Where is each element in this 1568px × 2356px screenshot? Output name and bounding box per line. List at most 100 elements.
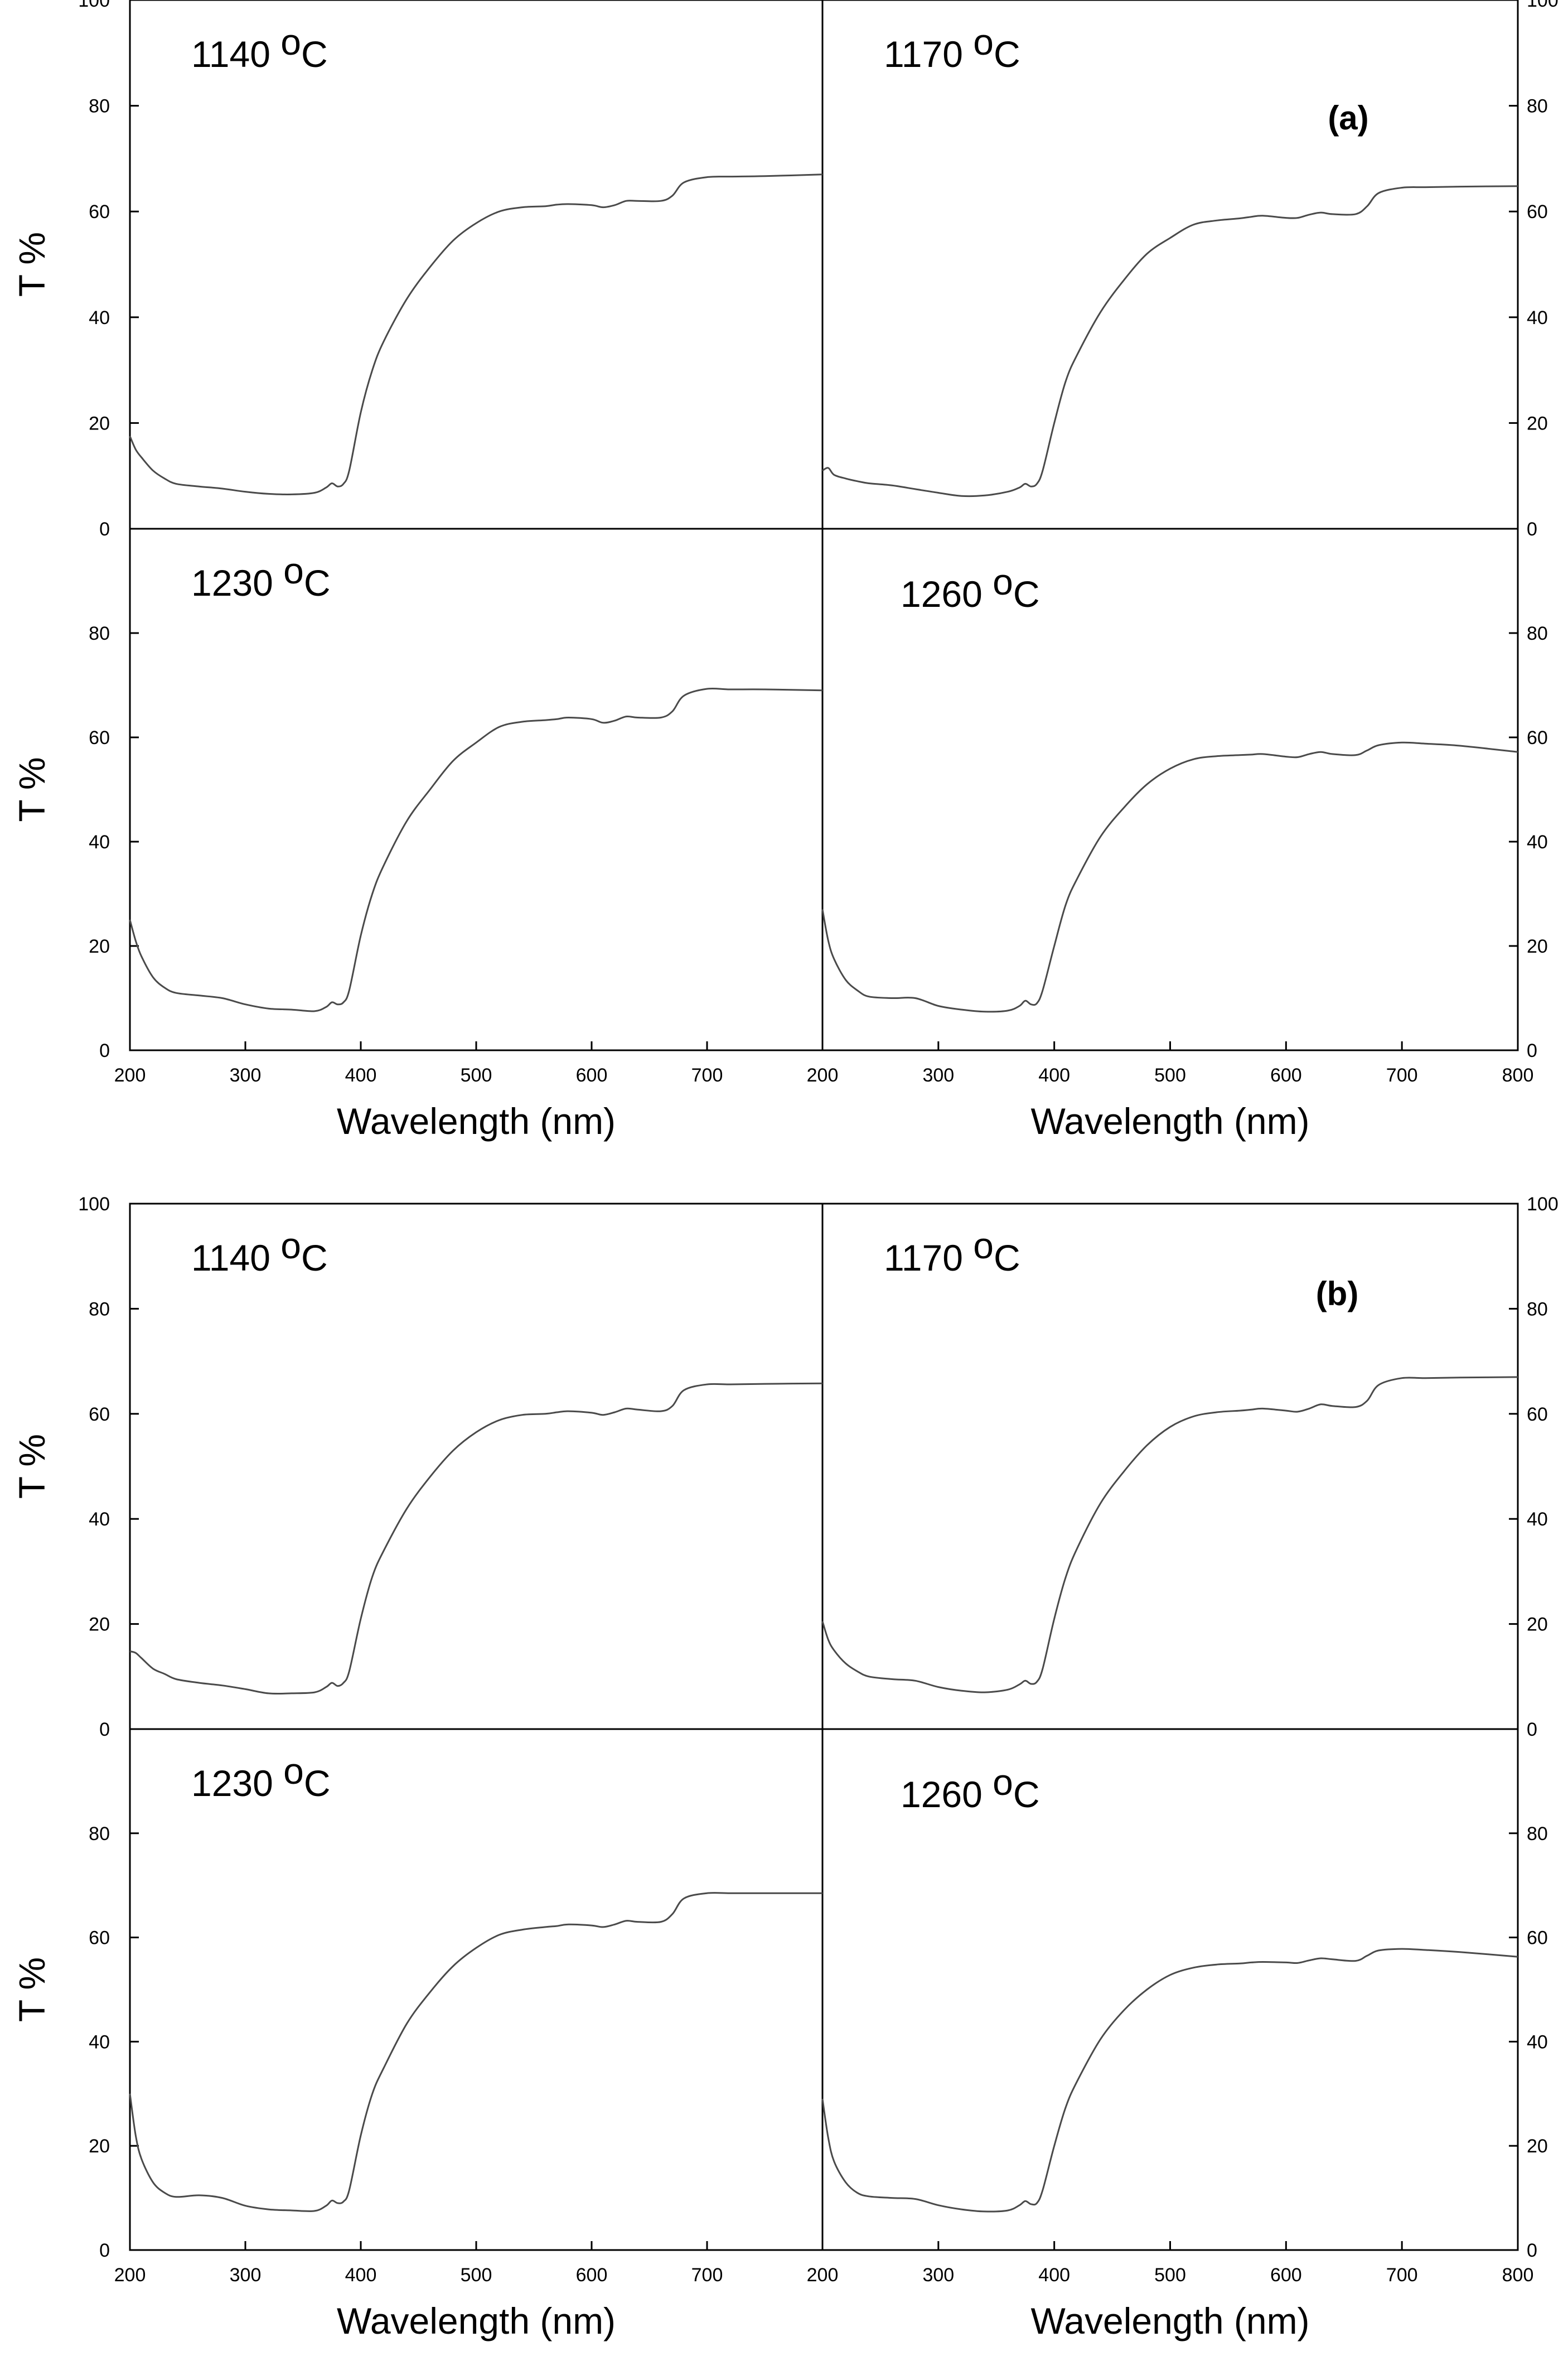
x-tick-label: 200 [114, 1065, 146, 1086]
y-tick-label-right: 60 [1527, 201, 1548, 223]
panel-label-1260: 1260 oC [901, 1761, 1040, 1815]
y-tick-label-right: 80 [1527, 1298, 1548, 1320]
x-tick-label: 300 [922, 2265, 954, 2286]
y-tick-label-right: 60 [1527, 1404, 1548, 1425]
panel-label-1260: 1260 oC [901, 561, 1040, 615]
y-tick-label-right: 80 [1527, 623, 1548, 644]
chart-b: 0 0 20 20 40 40 60 60 80 80 100 100 0 0 20 20 40 40 60 60 80… [11, 1194, 1559, 2341]
x-tick-label: 400 [345, 1065, 377, 1086]
y-tick-label-right: 100 [1527, 0, 1559, 11]
x-tick-label: 600 [576, 2265, 608, 2286]
x-tick-label: 300 [230, 2265, 262, 2286]
series-line-1140 [129, 173, 823, 495]
y-tick-label-right: 80 [1527, 96, 1548, 117]
y-tick-label-right: 60 [1527, 1928, 1548, 1949]
panel-label-1170: 1170 oC [884, 1225, 1020, 1278]
series-line-1260 [821, 741, 1518, 1013]
series-line-1140 [129, 1382, 823, 1695]
x-axis-title: Wavelength (nm) [1030, 1100, 1309, 1142]
y-tick-label-right: 40 [1527, 2031, 1548, 2053]
series-line-1170 [821, 1376, 1518, 1693]
y-tick-label-left: 40 [89, 832, 110, 853]
x-tick-label: 400 [1038, 2265, 1070, 2286]
panel-label-1230: 1230 oC [191, 1750, 331, 1804]
chart-a: 0 0 20 20 40 40 60 60 80 80 100 100 0 0 20 20 40 40 60 60 80… [11, 0, 1559, 1142]
x-tick-label: 600 [576, 1065, 608, 1086]
panel-label-1140: 1140 oC [191, 21, 328, 75]
panel-label-1170: 1170 oC [884, 21, 1020, 75]
panel-label-1140: 1140 oC [191, 1225, 328, 1278]
series-line-1260 [821, 1948, 1518, 2213]
x-tick-label: 400 [1038, 1065, 1070, 1086]
y-tick-label-right: 20 [1527, 413, 1548, 434]
y-tick-label-left: 100 [78, 1194, 110, 1215]
figure-label: (a) [1328, 99, 1368, 137]
x-tick-label: 600 [1270, 1065, 1302, 1086]
x-tick-label: 700 [1386, 1065, 1418, 1086]
y-tick-label-right: 0 [1527, 1040, 1537, 1061]
x-axis-title: Wavelength (nm) [1030, 2300, 1309, 2341]
x-axis-title: Wavelength (nm) [337, 2300, 616, 2341]
y-axis-title: T % [11, 232, 52, 297]
y-tick-label-left: 0 [99, 1040, 110, 1061]
x-tick-label: 700 [1386, 2265, 1418, 2286]
y-tick-label-left: 80 [89, 96, 110, 117]
y-axis-title: T % [11, 1434, 52, 1499]
x-tick-label: 200 [807, 2265, 839, 2286]
y-tick-label-right: 60 [1527, 727, 1548, 749]
y-tick-label-right: 40 [1527, 307, 1548, 329]
y-tick-label-left: 40 [89, 1509, 110, 1530]
y-tick-label-left: 40 [89, 2031, 110, 2053]
x-tick-label: 800 [1502, 2265, 1534, 2286]
y-tick-label-left: 40 [89, 307, 110, 329]
x-tick-label: 500 [461, 1065, 492, 1086]
y-tick-label-left: 60 [89, 201, 110, 223]
y-tick-label-left: 20 [89, 2136, 110, 2157]
y-tick-label-left: 100 [78, 0, 110, 11]
y-tick-label-right: 80 [1527, 1823, 1548, 1845]
x-tick-label: 200 [807, 1065, 839, 1086]
y-tick-label-right: 0 [1527, 519, 1537, 540]
x-axis-title: Wavelength (nm) [337, 1100, 616, 1142]
y-tick-label-left: 20 [89, 1614, 110, 1635]
x-tick-label: 300 [922, 1065, 954, 1086]
series-line-1230 [129, 1892, 822, 2212]
y-tick-label-left: 80 [89, 1298, 110, 1320]
y-tick-label-right: 100 [1527, 1194, 1559, 1215]
y-tick-label-left: 20 [89, 413, 110, 434]
x-tick-label: 300 [230, 1065, 262, 1086]
y-tick-label-left: 60 [89, 1928, 110, 1949]
y-tick-label-left: 20 [89, 936, 110, 957]
y-tick-label-left: 60 [89, 1404, 110, 1425]
y-tick-label-left: 60 [89, 727, 110, 749]
x-tick-label: 700 [691, 2265, 723, 2286]
y-tick-label-right: 20 [1527, 1614, 1548, 1635]
y-tick-label-right: 20 [1527, 2136, 1548, 2157]
y-tick-label-right: 40 [1527, 1509, 1548, 1530]
y-tick-label-left: 0 [99, 1719, 110, 1740]
y-tick-label-left: 0 [99, 2240, 110, 2261]
chart-layer: 0 0 20 20 40 40 60 60 80 80 100 100 0 0 20 20 40 40 60 60 80… [11, 0, 1559, 2341]
x-tick-label: 600 [1270, 2265, 1302, 2286]
y-tick-label-right: 20 [1527, 936, 1548, 957]
series-line-1230 [129, 687, 823, 1012]
y-tick-label-right: 0 [1527, 2240, 1537, 2261]
x-tick-label: 200 [114, 2265, 146, 2286]
x-tick-label: 500 [1154, 1065, 1186, 1086]
y-axis-title: T % [11, 757, 52, 822]
y-tick-label-left: 0 [99, 519, 110, 540]
figure-label: (b) [1316, 1275, 1359, 1312]
x-tick-label: 500 [461, 2265, 492, 2286]
y-tick-label-right: 40 [1527, 832, 1548, 853]
series-line-1170 [822, 185, 1518, 498]
plot-frame [129, 1203, 1519, 2251]
panel-label-1230: 1230 oC [191, 550, 331, 604]
x-tick-label: 400 [345, 2265, 377, 2286]
y-tick-label-right: 0 [1527, 1719, 1537, 1740]
plot-frame [129, 0, 1519, 1051]
x-tick-label: 800 [1502, 1065, 1534, 1086]
y-tick-label-left: 80 [89, 623, 110, 644]
x-tick-label: 500 [1154, 2265, 1186, 2286]
